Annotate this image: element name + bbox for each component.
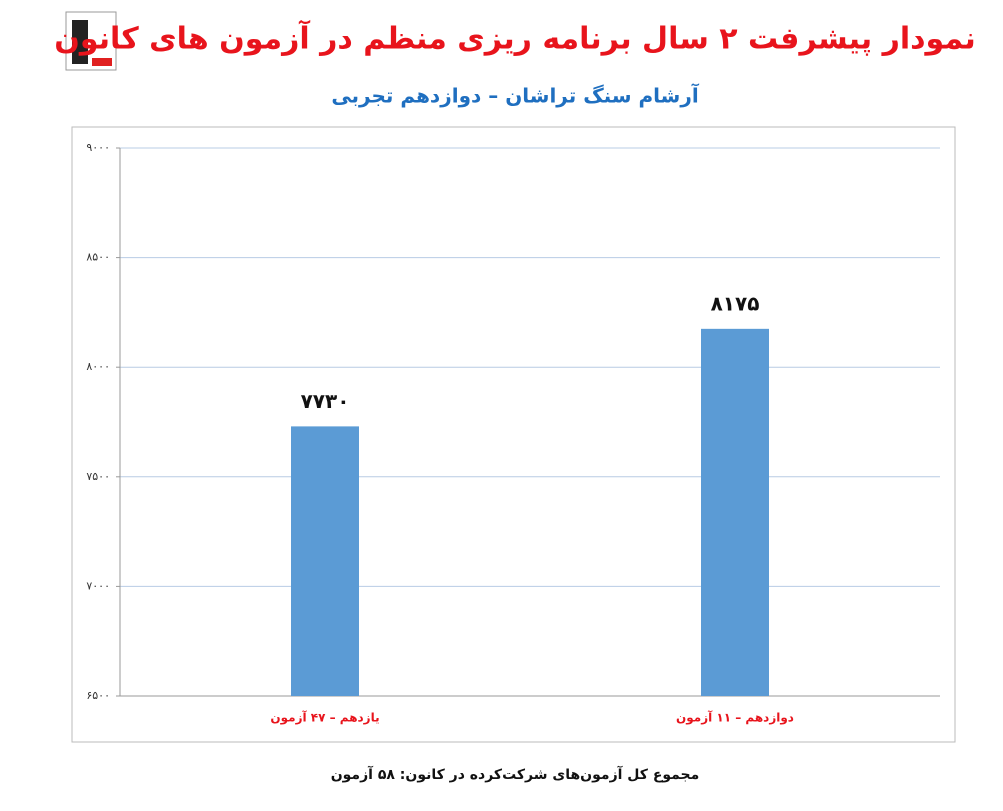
y-tick-label: ۸۵۰۰ bbox=[86, 251, 110, 264]
bar bbox=[291, 426, 359, 696]
value-label: ۸۱۷۵ bbox=[711, 291, 760, 315]
value-label: ۷۷۳۰ bbox=[301, 389, 350, 413]
logo bbox=[65, 11, 117, 71]
logo-badge bbox=[92, 58, 112, 66]
x-tick-label: دوازدهم – ۱۱ آزمون bbox=[676, 710, 794, 726]
bar bbox=[701, 328, 769, 696]
footnote: مجموع کل آزمون‌های شرکت‌کرده در کانون: ۵… bbox=[331, 765, 700, 783]
chart-title: نمودار پیشرفت ۲ سال برنامه ریزی منظم در … bbox=[54, 20, 975, 57]
y-tick-label: ۷۰۰۰ bbox=[86, 579, 110, 592]
y-tick-label: ۸۰۰۰ bbox=[86, 360, 110, 373]
chart-subtitle: آرشام سنگ تراشان – دوازدهم تجربی bbox=[331, 83, 700, 108]
y-tick-label: ۶۵۰۰ bbox=[86, 689, 110, 702]
chart-frame bbox=[71, 126, 956, 743]
logo-figure bbox=[72, 20, 88, 64]
y-tick-label: ۹۰۰۰ bbox=[86, 141, 110, 154]
x-tick-label: یازدهم – ۴۷ آزمون bbox=[270, 710, 379, 726]
y-tick-label: ۷۵۰۰ bbox=[86, 470, 110, 483]
